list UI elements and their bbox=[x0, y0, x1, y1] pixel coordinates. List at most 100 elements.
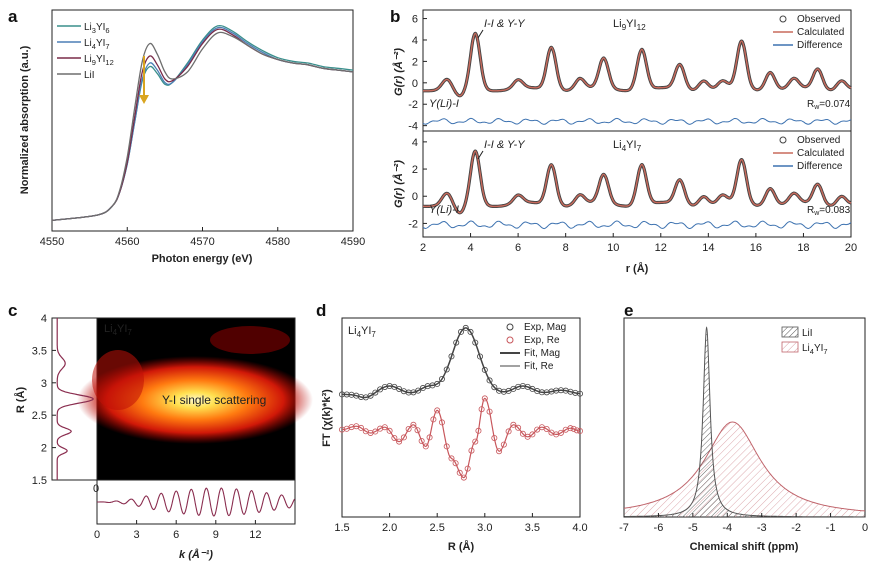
panel-d-exp-re-point bbox=[529, 431, 536, 438]
panel-b-top-ytick-label: -2 bbox=[408, 99, 418, 111]
panel-letter-c: c bbox=[8, 301, 17, 320]
panel-c-xlabel: k (Å⁻¹) bbox=[179, 548, 213, 561]
panel-b-top-calculated bbox=[423, 32, 852, 97]
panel-e-xlabel: Chemical shift (ppm) bbox=[690, 541, 799, 553]
panel-d-exp-re-point bbox=[396, 438, 403, 445]
panel-a-xtick-label: 4590 bbox=[341, 236, 365, 248]
panel-d-exp-re-point bbox=[452, 460, 459, 467]
panel-b-xtick-label: 14 bbox=[702, 242, 714, 254]
panel-d-exp-mag-point bbox=[472, 339, 479, 346]
panel-a-xtick-label: 4560 bbox=[115, 236, 139, 248]
panel-d-exp-re-point bbox=[491, 434, 498, 441]
panel-e-xtick-label: -1 bbox=[826, 522, 836, 534]
panel-d-exp-mag-point bbox=[377, 386, 384, 393]
panel-b-bottom-frame bbox=[422, 130, 852, 238]
panel-a-xtick-label: 4580 bbox=[266, 236, 290, 248]
panel-a-series-LiI bbox=[51, 31, 354, 222]
panel-c-ylabel: R (Å) bbox=[14, 387, 27, 414]
panel-d-exp-mag-point bbox=[434, 380, 441, 387]
panel-b-top-legend-label-2: Difference bbox=[797, 40, 843, 51]
panel-c-xtick-label: 0 bbox=[94, 529, 100, 541]
panel-letter-d: d bbox=[316, 301, 326, 320]
panel-b-bottom-legend-label-2: Difference bbox=[797, 161, 843, 172]
panel-d-xlabel: R (Å) bbox=[448, 540, 475, 553]
panel-c-low-k-lobe bbox=[92, 350, 144, 410]
panel-b-xtick-label: 16 bbox=[750, 242, 762, 254]
panel-d-exp-mag-point bbox=[415, 387, 422, 394]
panel-d-fit-re bbox=[341, 397, 581, 479]
panel-d-exp-mag-point bbox=[457, 328, 464, 335]
panel-a-ylabel: Normalized absorption (a.u.) bbox=[19, 45, 31, 194]
panel-d-legend-marker-0 bbox=[506, 323, 514, 331]
panel-b-bottom-legend-label-1: Calculated bbox=[797, 148, 844, 159]
panel-d-exp-mag-point bbox=[391, 383, 398, 390]
panel-d-exp-re-point bbox=[456, 469, 463, 476]
panel-d-exp-re-point bbox=[570, 425, 577, 432]
panel-d-exp-mag-point bbox=[358, 393, 365, 400]
panel-d-exp-mag-point bbox=[467, 328, 474, 335]
panel-b-top-compound: Li9YI12 bbox=[613, 18, 646, 32]
panel-c-ytick-label: 3 bbox=[41, 378, 47, 390]
panel-e-legend-swatch-LiI bbox=[781, 326, 799, 338]
panel-a-legend-label-Li9YI12: Li9YI12 bbox=[84, 54, 114, 67]
panel-e-legend-label-LiI: LiI bbox=[802, 328, 813, 339]
panel-d-exp-re-point bbox=[438, 419, 445, 426]
panel-d-xtick-label: 2.5 bbox=[430, 522, 445, 534]
panel-d-exp-re-point bbox=[448, 455, 455, 462]
panel-a-xtick-label: 4550 bbox=[40, 236, 64, 248]
panel-e-legend-swatch-Li4YI7 bbox=[781, 341, 799, 353]
panel-b-xtick-label: 12 bbox=[655, 242, 667, 254]
panel-d-exp-mag-point bbox=[538, 389, 545, 396]
panel-a-legend-label-LiI: LiI bbox=[84, 70, 95, 81]
panel-d-legend-label-2: Fit, Mag bbox=[524, 348, 560, 359]
panel-d-fit-mag bbox=[342, 327, 581, 399]
panel-a-arrow bbox=[139, 56, 149, 104]
panel-d-exp-re-point bbox=[577, 428, 584, 435]
panel-b-xtick-label: 6 bbox=[515, 242, 521, 254]
panel-d-exp-re-point bbox=[567, 425, 574, 432]
panel-d-exp-re-point bbox=[464, 465, 471, 472]
panel-b-bottom-ytick-label: 4 bbox=[412, 137, 418, 149]
panel-e-line-Li4YI7 bbox=[623, 421, 866, 512]
panel-c-side-profile bbox=[56, 318, 94, 480]
panel-d-frame bbox=[341, 317, 581, 518]
panel-b-bottom-ytick-label: 0 bbox=[412, 191, 418, 203]
panel-d-exp-mag-point bbox=[338, 391, 345, 398]
panel-c-ytick-label: 2.5 bbox=[32, 410, 47, 422]
panel-a-legend-label-Li4YI7: Li4YI7 bbox=[84, 38, 110, 51]
panel-d-exp-re-point bbox=[486, 408, 493, 415]
panel-b-bottom-rw: Rw=0.083 bbox=[807, 205, 851, 217]
panel-b-xtick-label: 2 bbox=[420, 242, 426, 254]
panel-d-exp-re-point bbox=[391, 434, 398, 441]
panel-b-bottom-ytick-label: -2 bbox=[408, 218, 418, 230]
panel-b-top-peak-annotation: I-I & Y-Y bbox=[484, 18, 525, 30]
panel-d-exp-mag-point bbox=[396, 386, 403, 393]
panel-d-xtick-label: 3.0 bbox=[477, 522, 492, 534]
panel-d-exp-mag-point bbox=[448, 353, 455, 360]
panel-b-bottom-compound: Li4YI7 bbox=[613, 139, 642, 153]
panel-letter-e: e bbox=[624, 301, 633, 320]
panel-d-ylabel: FT (χ(k)*k³) bbox=[321, 389, 333, 447]
panel-d-exp-re-point bbox=[519, 430, 526, 437]
panel-d-legend-label-3: Fit, Re bbox=[524, 361, 554, 372]
panel-b-bottom-ytick-label: 2 bbox=[412, 164, 418, 176]
panel-d-exp-re-point bbox=[426, 434, 433, 441]
panel-d-exp-re-point bbox=[573, 427, 580, 434]
panel-b-top-low-annotation: Y(Li)-I bbox=[429, 98, 459, 110]
panel-d-exp-mag-point bbox=[529, 385, 536, 392]
panel-d-exp-re-point bbox=[472, 438, 479, 445]
panel-b-bottom-peak-pointer bbox=[477, 150, 484, 160]
panel-d-exp-mag-point bbox=[462, 324, 469, 331]
panel-b-top-peak-pointer bbox=[477, 29, 484, 39]
panel-d-exp-mag-point bbox=[443, 366, 450, 373]
panel-d-exp-re-point bbox=[534, 426, 541, 433]
panel-b-top-ytick-label: 6 bbox=[412, 14, 418, 26]
panel-c-ytick-label: 1.5 bbox=[32, 475, 47, 487]
panel-d-exp-re-point bbox=[386, 427, 393, 434]
panel-b-xtick-label: 8 bbox=[563, 242, 569, 254]
panel-d-legend-marker-1 bbox=[506, 336, 514, 344]
panel-c-ytick-label: 4 bbox=[41, 313, 47, 325]
panel-d-exp-re-point bbox=[422, 443, 429, 450]
panel-a-legend-label-Li3YI6: Li3YI6 bbox=[84, 22, 110, 35]
